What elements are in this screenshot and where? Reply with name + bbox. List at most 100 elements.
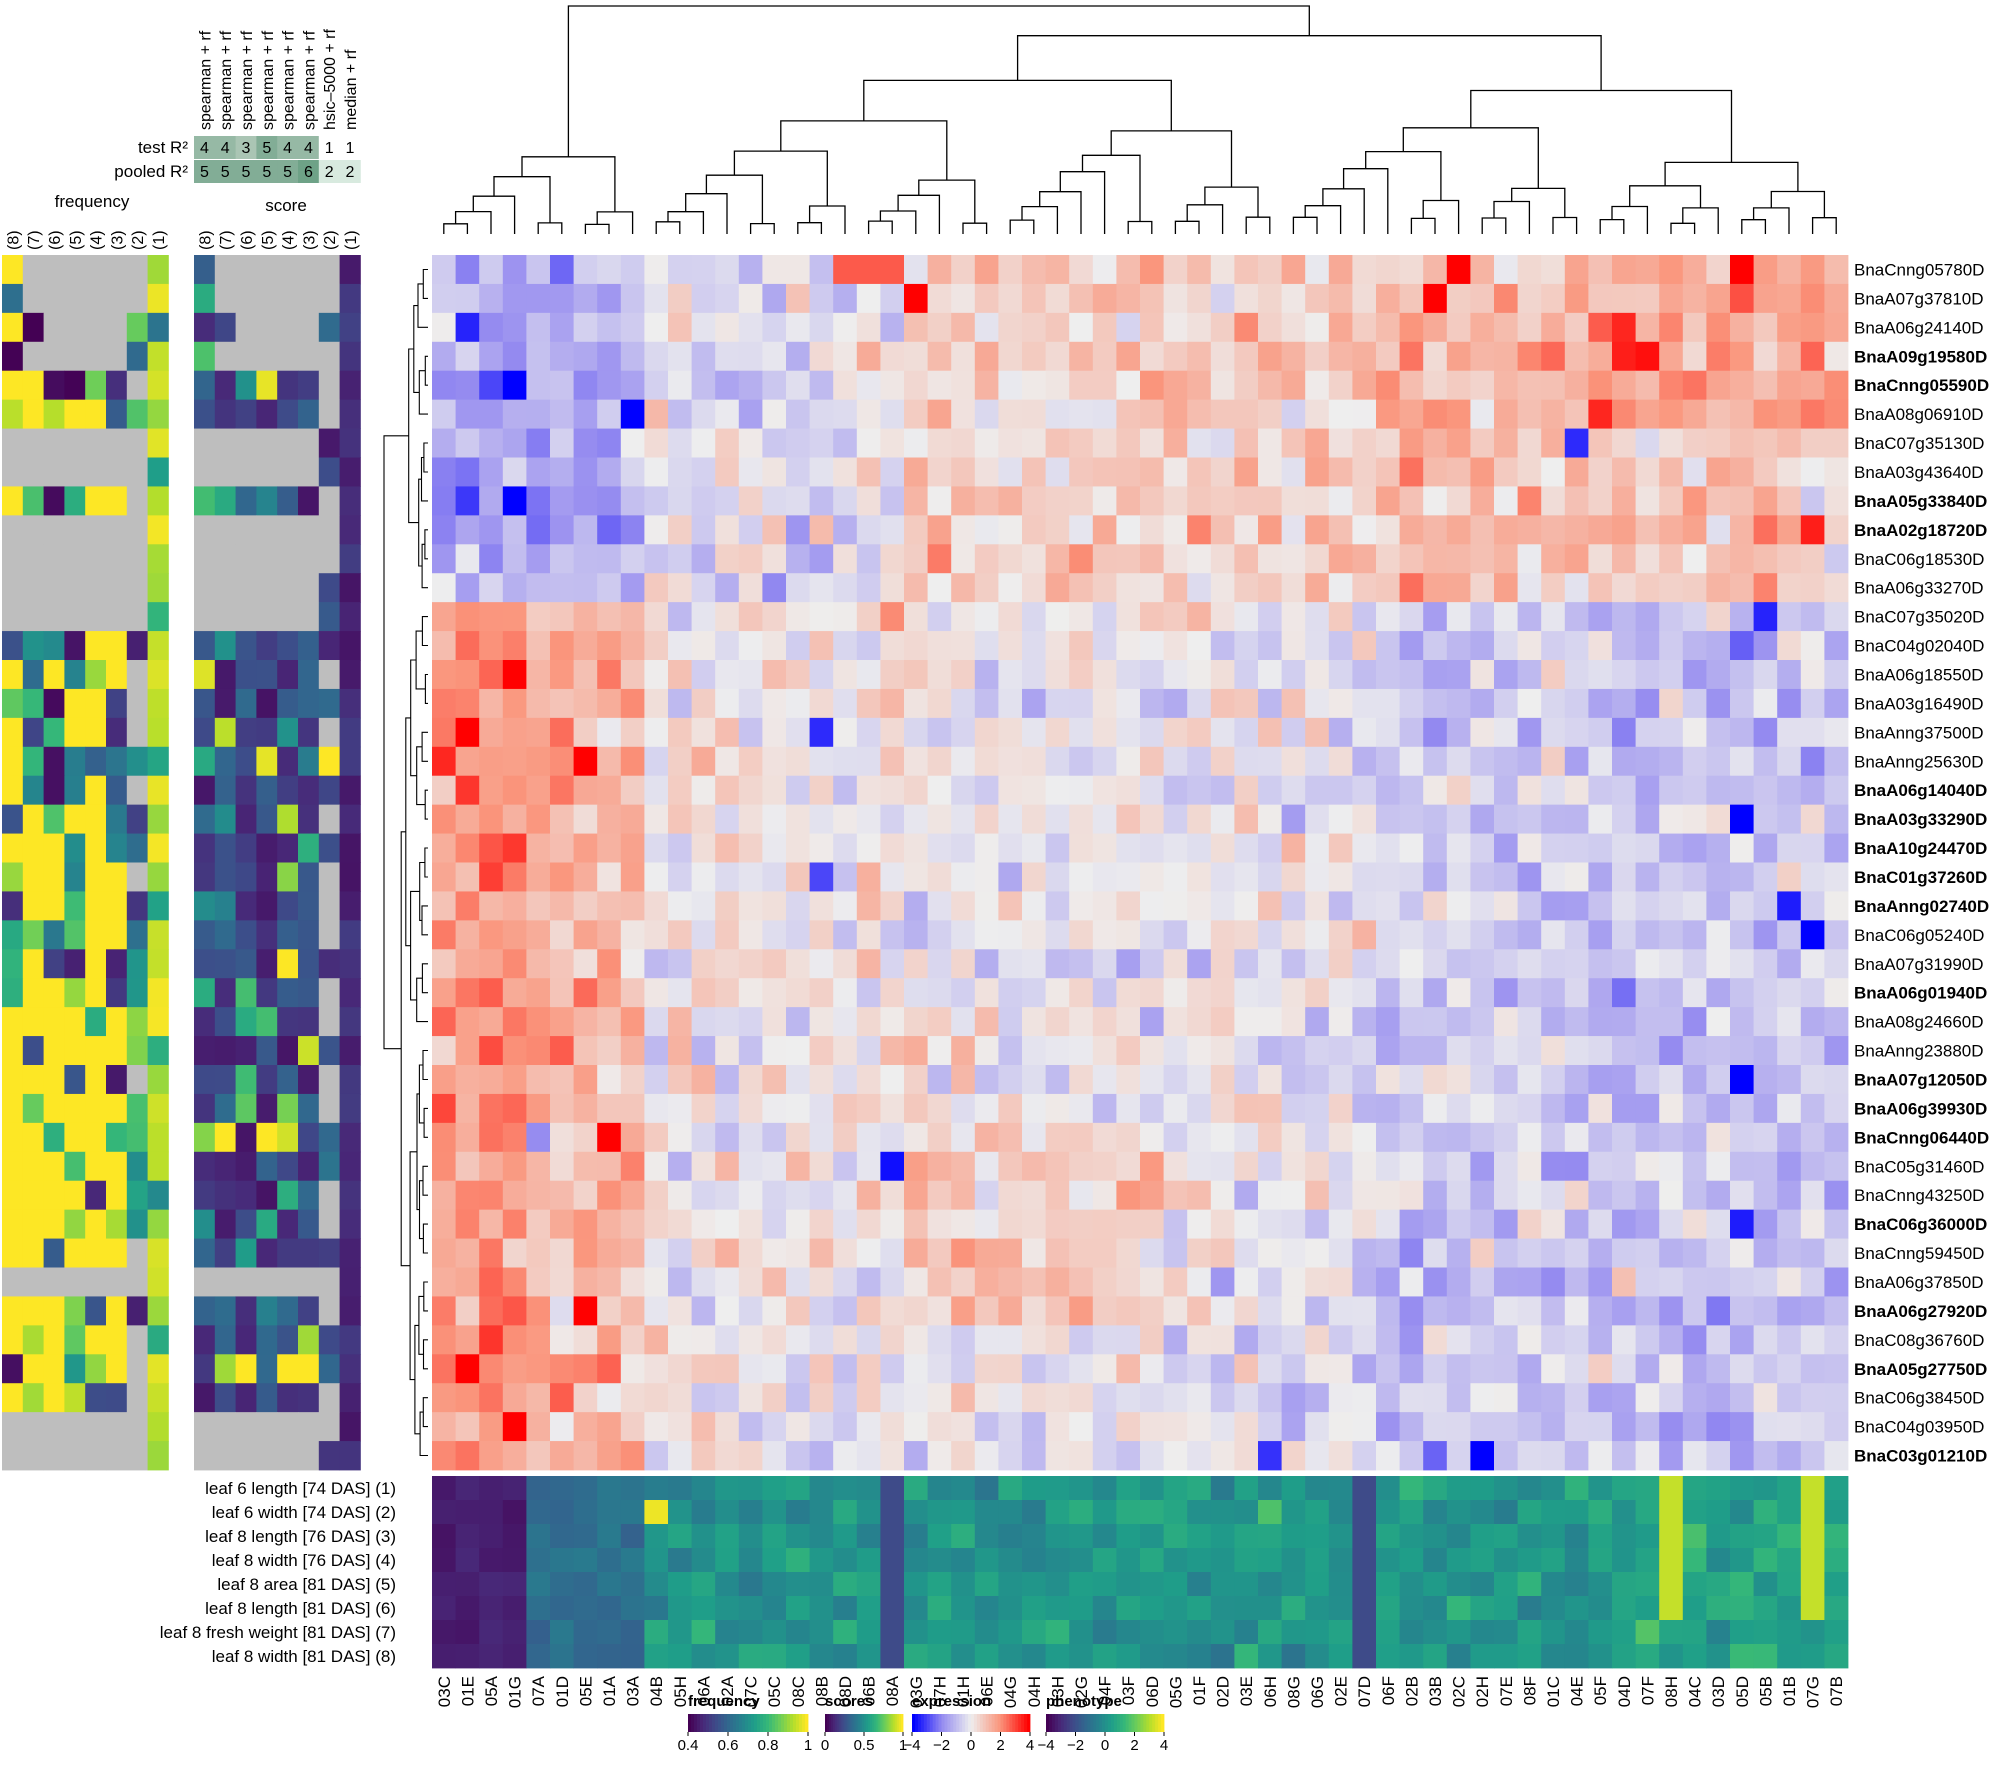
expression-cell bbox=[1494, 1238, 1518, 1268]
expression-cell bbox=[1234, 1065, 1259, 1095]
phenotype-cell bbox=[1116, 1644, 1141, 1669]
expression-cell bbox=[620, 833, 645, 863]
phenotype-cell bbox=[1470, 1524, 1495, 1549]
expression-cell bbox=[1541, 949, 1566, 979]
expression-cell bbox=[738, 1007, 763, 1037]
expression-cell bbox=[715, 1238, 740, 1268]
expression-cell bbox=[620, 717, 645, 748]
score-cell bbox=[194, 1441, 216, 1471]
frequency-cell bbox=[106, 1383, 128, 1413]
column-dendrogram-branch bbox=[808, 205, 846, 234]
expression-cell bbox=[502, 660, 527, 690]
expression-cell bbox=[1706, 457, 1731, 487]
expression-cell bbox=[479, 891, 504, 921]
expression-cell bbox=[1635, 891, 1660, 921]
expression-cell bbox=[809, 1151, 834, 1182]
expression-cell bbox=[1376, 1122, 1400, 1153]
phenotype-cell bbox=[644, 1476, 669, 1501]
score-cell bbox=[214, 1180, 236, 1211]
phenotype-cell bbox=[479, 1572, 504, 1597]
expression-cell bbox=[1281, 312, 1306, 343]
expression-cell bbox=[1517, 804, 1542, 834]
expression-cell bbox=[1706, 804, 1731, 834]
phenotype-cell bbox=[1140, 1500, 1164, 1525]
expression-cell bbox=[762, 688, 787, 719]
expression-cell bbox=[1730, 949, 1754, 979]
phenotype-cell bbox=[880, 1476, 905, 1501]
expression-cell bbox=[597, 1007, 622, 1037]
expression-cell bbox=[786, 573, 810, 603]
phenotype-cell bbox=[432, 1476, 456, 1501]
phenotype-cell bbox=[1706, 1476, 1731, 1501]
column-dendrogram-branch bbox=[879, 210, 917, 234]
expression-cell bbox=[738, 283, 763, 314]
expression-cell bbox=[809, 804, 834, 834]
legend-tick-label: 0.8 bbox=[758, 1737, 779, 1754]
expression-cell bbox=[1494, 1325, 1518, 1355]
expression-cell bbox=[597, 399, 622, 429]
phenotype-cell bbox=[951, 1620, 976, 1645]
phenotype-cell bbox=[1258, 1500, 1282, 1525]
expression-cell bbox=[974, 949, 999, 979]
expression-cell bbox=[974, 891, 999, 921]
frequency-cell bbox=[64, 283, 86, 314]
expression-cell bbox=[1541, 660, 1566, 690]
phenotype-cell bbox=[1163, 1644, 1188, 1669]
expression-cell bbox=[1092, 1325, 1117, 1355]
column-dendrogram-branch bbox=[1059, 171, 1106, 234]
phenotype-cell bbox=[951, 1644, 976, 1669]
expression-cell bbox=[1210, 775, 1235, 806]
expression-cell bbox=[502, 1122, 527, 1153]
expression-cell bbox=[1328, 978, 1353, 1008]
expression-cell bbox=[1494, 891, 1518, 921]
expression-cell bbox=[1281, 775, 1306, 806]
expression-cell bbox=[455, 804, 480, 834]
score-cell bbox=[318, 573, 340, 603]
frequency-cell bbox=[126, 1354, 148, 1384]
score-cell bbox=[214, 428, 236, 458]
expression-cell bbox=[1494, 573, 1518, 603]
score-cell bbox=[339, 978, 361, 1008]
legend-title: phenotype bbox=[1046, 1693, 1122, 1710]
expression-cell bbox=[1376, 804, 1400, 834]
expression-cell bbox=[1376, 428, 1400, 458]
expression-cell bbox=[432, 688, 456, 719]
expression-cell bbox=[1753, 660, 1778, 690]
expression-cell bbox=[1092, 920, 1117, 950]
score-cell bbox=[277, 1209, 299, 1239]
legend-swatch bbox=[754, 1714, 758, 1732]
expression-cell bbox=[1612, 1383, 1636, 1413]
legend-swatch bbox=[688, 1714, 692, 1732]
row-dendrogram-branch bbox=[421, 616, 428, 647]
expression-cell bbox=[550, 1151, 574, 1182]
phenotype-cell bbox=[880, 1548, 905, 1573]
expression-cell bbox=[644, 660, 669, 690]
expression-cell bbox=[597, 1065, 622, 1095]
expression-cell bbox=[1423, 949, 1448, 979]
expression-cell bbox=[526, 1209, 551, 1239]
sample-label: 02E bbox=[1332, 1676, 1351, 1706]
expression-cell bbox=[1800, 688, 1825, 719]
phenotype-cell bbox=[1470, 1500, 1495, 1525]
expression-cell bbox=[1800, 515, 1825, 545]
score-cell bbox=[235, 255, 257, 285]
expression-cell bbox=[715, 283, 740, 314]
expression-cell bbox=[927, 283, 952, 314]
expression-cell bbox=[738, 717, 763, 748]
expression-cell bbox=[1069, 1383, 1094, 1413]
phenotype-cell bbox=[1328, 1500, 1353, 1525]
score-cell bbox=[277, 688, 299, 719]
frequency-cell bbox=[22, 1065, 44, 1095]
legend-tick-label: 0 bbox=[967, 1737, 975, 1754]
phenotype-cell bbox=[786, 1596, 810, 1621]
expression-cell bbox=[1494, 1354, 1518, 1384]
expression-cell bbox=[1140, 1383, 1164, 1413]
expression-cell bbox=[1069, 804, 1094, 834]
expression-cell bbox=[856, 341, 881, 372]
expression-cell bbox=[597, 631, 622, 661]
expression-cell bbox=[1541, 1325, 1566, 1355]
expression-cell bbox=[1187, 1065, 1212, 1095]
phenotype-cell bbox=[1800, 1476, 1825, 1501]
expression-cell bbox=[1753, 804, 1778, 834]
sample-label: 01F bbox=[1190, 1676, 1209, 1705]
